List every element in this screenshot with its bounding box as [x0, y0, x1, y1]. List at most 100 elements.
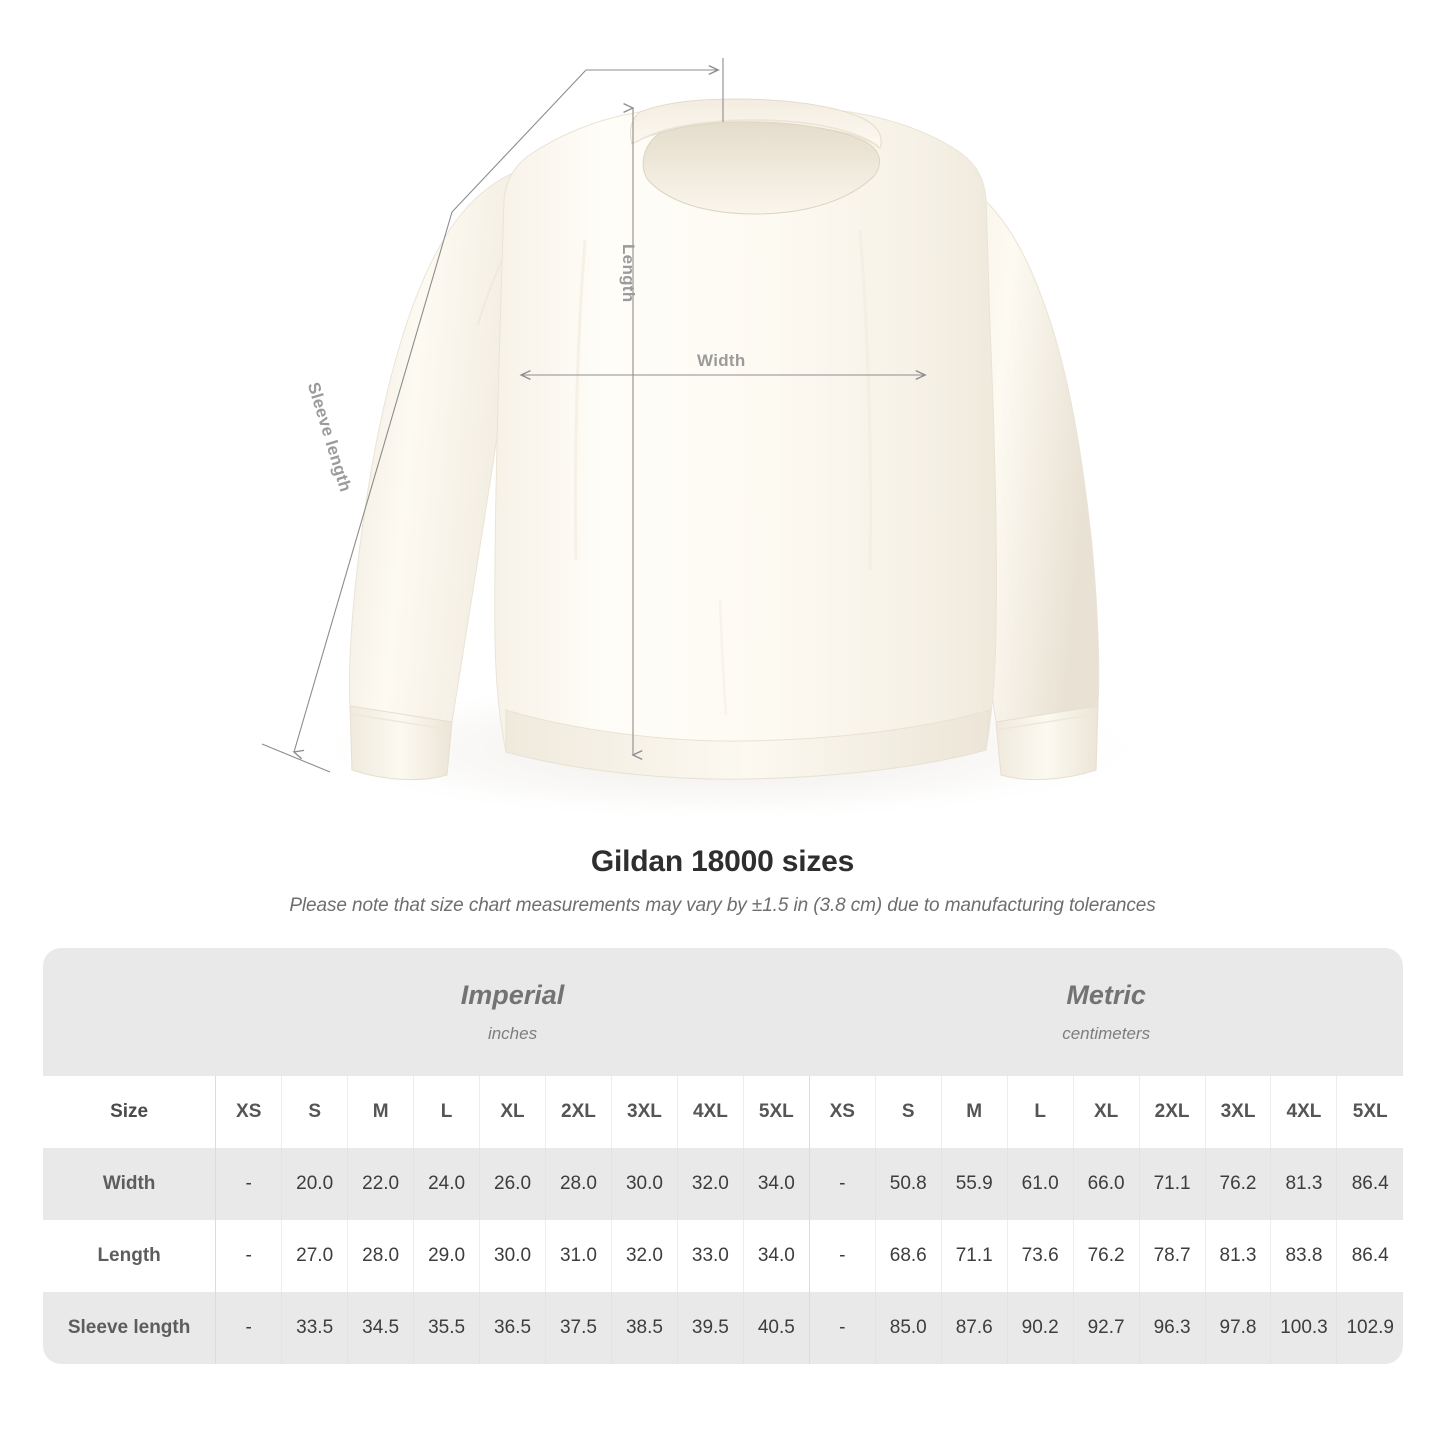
cell-metric-width-3xl: 76.2: [1204, 1148, 1271, 1220]
cell-metric-length-xs: -: [808, 1220, 876, 1292]
size-chart-table: Imperial inches Metric centimeters Size XS S M L…: [43, 948, 1403, 1364]
unit-name-metric: Metric: [1066, 980, 1146, 1011]
cell-metric-length-m: 71.1: [940, 1220, 1008, 1292]
shoulder-leader-line: [586, 58, 724, 122]
cell-imperial-length-l: 29.0: [413, 1220, 480, 1292]
column-header-imperial-s: S: [281, 1076, 348, 1148]
unit-banner-imperial: Imperial inches: [215, 948, 810, 1076]
cell-imperial-length-xs: -: [215, 1220, 282, 1292]
cell-imperial-width-3xl: 30.0: [610, 1148, 678, 1220]
cell-metric-sleeve-length-2xl: 96.3: [1138, 1292, 1206, 1364]
right-cuff: [995, 705, 1099, 781]
cell-metric-width-l: 61.0: [1006, 1148, 1074, 1220]
column-header-metric-s: S: [874, 1076, 942, 1148]
unit-banner-row: Imperial inches Metric centimeters: [43, 948, 1403, 1076]
column-header-metric-m: M: [940, 1076, 1008, 1148]
cell-metric-width-4xl: 81.3: [1270, 1148, 1337, 1220]
cell-imperial-length-3xl: 32.0: [610, 1220, 678, 1292]
cell-imperial-length-2xl: 31.0: [545, 1220, 612, 1292]
row-header-length: Length: [43, 1220, 216, 1292]
cell-metric-sleeve-length-4xl: 100.3: [1270, 1292, 1337, 1364]
cell-metric-length-xl: 76.2: [1072, 1220, 1140, 1292]
cell-metric-width-xl: 66.0: [1072, 1148, 1140, 1220]
left-cuff-seam: [350, 713, 453, 731]
cell-imperial-sleeve-length-2xl: 37.5: [545, 1292, 612, 1364]
left-cuff: [349, 705, 453, 781]
cell-imperial-width-xs: -: [215, 1148, 282, 1220]
column-header-metric-4xl: 4XL: [1270, 1076, 1337, 1148]
width-dimension-label: Width: [697, 351, 746, 370]
cell-imperial-width-xl: 26.0: [479, 1148, 546, 1220]
cell-imperial-sleeve-length-m: 34.5: [347, 1292, 414, 1364]
column-header-metric-l: L: [1006, 1076, 1074, 1148]
column-header-imperial-xl: XL: [479, 1076, 546, 1148]
column-header-metric-xs: XS: [808, 1076, 876, 1148]
cell-imperial-sleeve-length-l: 35.5: [413, 1292, 480, 1364]
cell-imperial-length-m: 28.0: [347, 1220, 414, 1292]
cell-imperial-length-5xl: 34.0: [742, 1220, 810, 1292]
fabric-fold-3: [718, 599, 728, 716]
tolerance-note: Please note that size chart measurements…: [289, 895, 1156, 916]
cell-metric-sleeve-length-5xl: 102.9: [1336, 1292, 1403, 1364]
cell-metric-length-4xl: 83.8: [1270, 1220, 1337, 1292]
table-row: Length -27.0 28.0 29.0 30.0 31.0 32.0 33.0 34.0-…: [43, 1220, 1403, 1292]
column-header-metric-xl: XL: [1072, 1076, 1140, 1148]
cell-imperial-sleeve-length-4xl: 39.5: [676, 1292, 744, 1364]
cell-metric-width-xs: -: [808, 1148, 876, 1220]
cell-metric-sleeve-length-m: 87.6: [940, 1292, 1008, 1364]
neck-opening: [642, 121, 881, 215]
cell-metric-width-s: 50.8: [874, 1148, 942, 1220]
cell-metric-length-2xl: 78.7: [1138, 1220, 1206, 1292]
cell-imperial-width-l: 24.0: [413, 1148, 480, 1220]
cell-imperial-width-5xl: 34.0: [742, 1148, 810, 1220]
column-header-imperial-2xl: 2XL: [545, 1076, 612, 1148]
cell-metric-length-5xl: 86.4: [1336, 1220, 1403, 1292]
table-row: Width -20.0 22.0 24.0 26.0 28.0 30.0 32.0 34.0-5…: [43, 1148, 1403, 1220]
cell-metric-width-2xl: 71.1: [1138, 1148, 1206, 1220]
fabric-fold-1: [573, 239, 587, 561]
fabric-fold-2: [858, 229, 873, 571]
cell-imperial-width-4xl: 32.0: [676, 1148, 744, 1220]
cell-metric-sleeve-length-s: 85.0: [874, 1292, 942, 1364]
row-header-width: Width: [43, 1148, 216, 1220]
cell-metric-sleeve-length-xl: 92.7: [1072, 1292, 1140, 1364]
cell-metric-sleeve-length-l: 90.2: [1006, 1292, 1074, 1364]
sweatshirt-diagram: [261, 58, 1160, 822]
column-header-imperial-4xl: 4XL: [676, 1076, 744, 1148]
cell-imperial-width-s: 20.0: [281, 1148, 348, 1220]
cell-imperial-sleeve-length-5xl: 40.5: [742, 1292, 810, 1364]
column-header-imperial-m: M: [347, 1076, 414, 1148]
column-header-size: Size: [43, 1076, 216, 1148]
column-header-metric-2xl: 2XL: [1138, 1076, 1206, 1148]
cell-metric-length-3xl: 81.3: [1204, 1220, 1271, 1292]
column-header-metric-3xl: 3XL: [1204, 1076, 1271, 1148]
table-row: Sleeve length -33.5 34.5 35.5 36.5 37.5 38.5 39…: [43, 1292, 1403, 1364]
cell-metric-sleeve-length-xs: -: [808, 1292, 876, 1364]
cell-imperial-width-m: 22.0: [347, 1148, 414, 1220]
cell-imperial-sleeve-length-s: 33.5: [281, 1292, 348, 1364]
page-title: Gildan 18000 sizes: [590, 845, 855, 878]
cell-imperial-sleeve-length-xl: 36.5: [479, 1292, 546, 1364]
cell-metric-sleeve-length-3xl: 97.8: [1204, 1292, 1271, 1364]
column-header-imperial-3xl: 3XL: [610, 1076, 678, 1148]
cell-imperial-length-s: 27.0: [281, 1220, 348, 1292]
unit-sub-metric: centimeters: [1062, 1023, 1151, 1043]
column-header-imperial-xs: XS: [215, 1076, 282, 1148]
unit-banner-metric: Metric centimeters: [809, 948, 1403, 1076]
banner-blank-cell: [43, 948, 216, 1076]
cell-metric-length-l: 73.6: [1006, 1220, 1074, 1292]
column-header-metric-5xl: 5XL: [1336, 1076, 1403, 1148]
title-block: Gildan 18000 sizes Please note that size…: [0, 845, 1445, 917]
cell-metric-length-s: 68.6: [874, 1220, 942, 1292]
cell-imperial-sleeve-length-xs: -: [215, 1292, 282, 1364]
column-header-imperial-l: L: [413, 1076, 480, 1148]
unit-sub-imperial: inches: [487, 1023, 538, 1043]
column-header-imperial-5xl: 5XL: [742, 1076, 810, 1148]
sleeve-length-measure-line: [261, 69, 587, 773]
table-header-row: Size XS S M L XL 2XL 3XL 4XL 5XL XS S M L XL 2XL 3XL 4XL 5…: [43, 1076, 1403, 1148]
cell-imperial-width-2xl: 28.0: [545, 1148, 612, 1220]
cell-imperial-sleeve-length-3xl: 38.5: [610, 1292, 678, 1364]
collar-stitch: [635, 119, 879, 147]
garment-illustration-panel: Length Width Sleeve length: [261, 58, 1160, 822]
row-header-sleeve-length: Sleeve length: [43, 1292, 216, 1364]
